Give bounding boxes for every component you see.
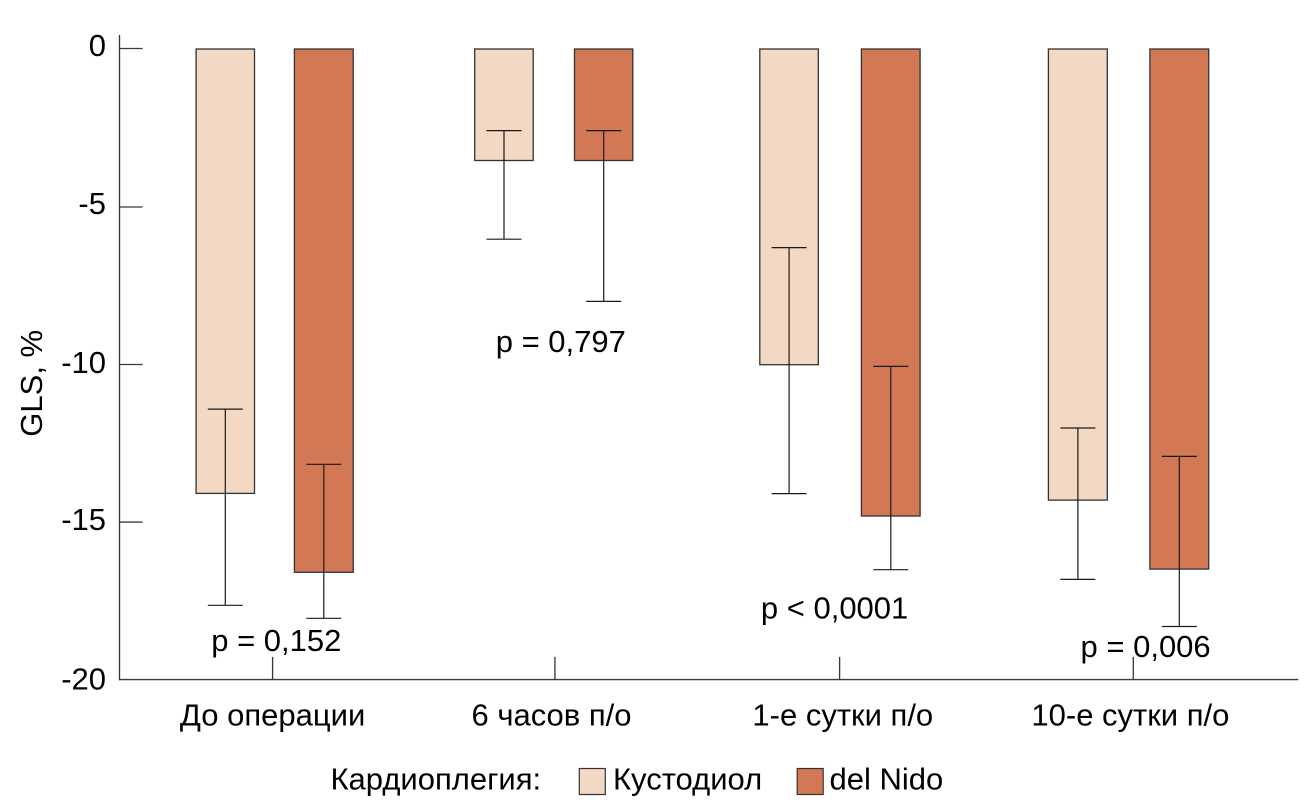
svg-text:Кустодиол: Кустодиол	[613, 762, 762, 797]
svg-text:6 часов п/о: 6 часов п/о	[471, 698, 631, 733]
svg-text:-10: -10	[61, 345, 106, 380]
svg-text:p < 0,0001: p < 0,0001	[761, 591, 908, 626]
svg-text:0: 0	[89, 28, 106, 63]
svg-text:-15: -15	[61, 502, 106, 537]
svg-text:p = 0,797: p = 0,797	[496, 324, 626, 359]
svg-text:Кардиоплегия:: Кардиоплегия:	[331, 762, 542, 797]
svg-text:До операции: До операции	[180, 698, 365, 733]
svg-text:del Nido: del Nido	[830, 762, 944, 797]
svg-text:GLS, %: GLS, %	[14, 330, 49, 437]
svg-text:1-е сутки п/о: 1-е сутки п/о	[752, 698, 933, 733]
svg-text:-20: -20	[61, 662, 106, 697]
svg-text:10-е сутки п/о: 10-е сутки п/о	[1031, 698, 1229, 733]
svg-text:p = 0,006: p = 0,006	[1081, 629, 1211, 664]
svg-text:-5: -5	[78, 186, 106, 221]
svg-text:p = 0,152: p = 0,152	[211, 623, 341, 658]
